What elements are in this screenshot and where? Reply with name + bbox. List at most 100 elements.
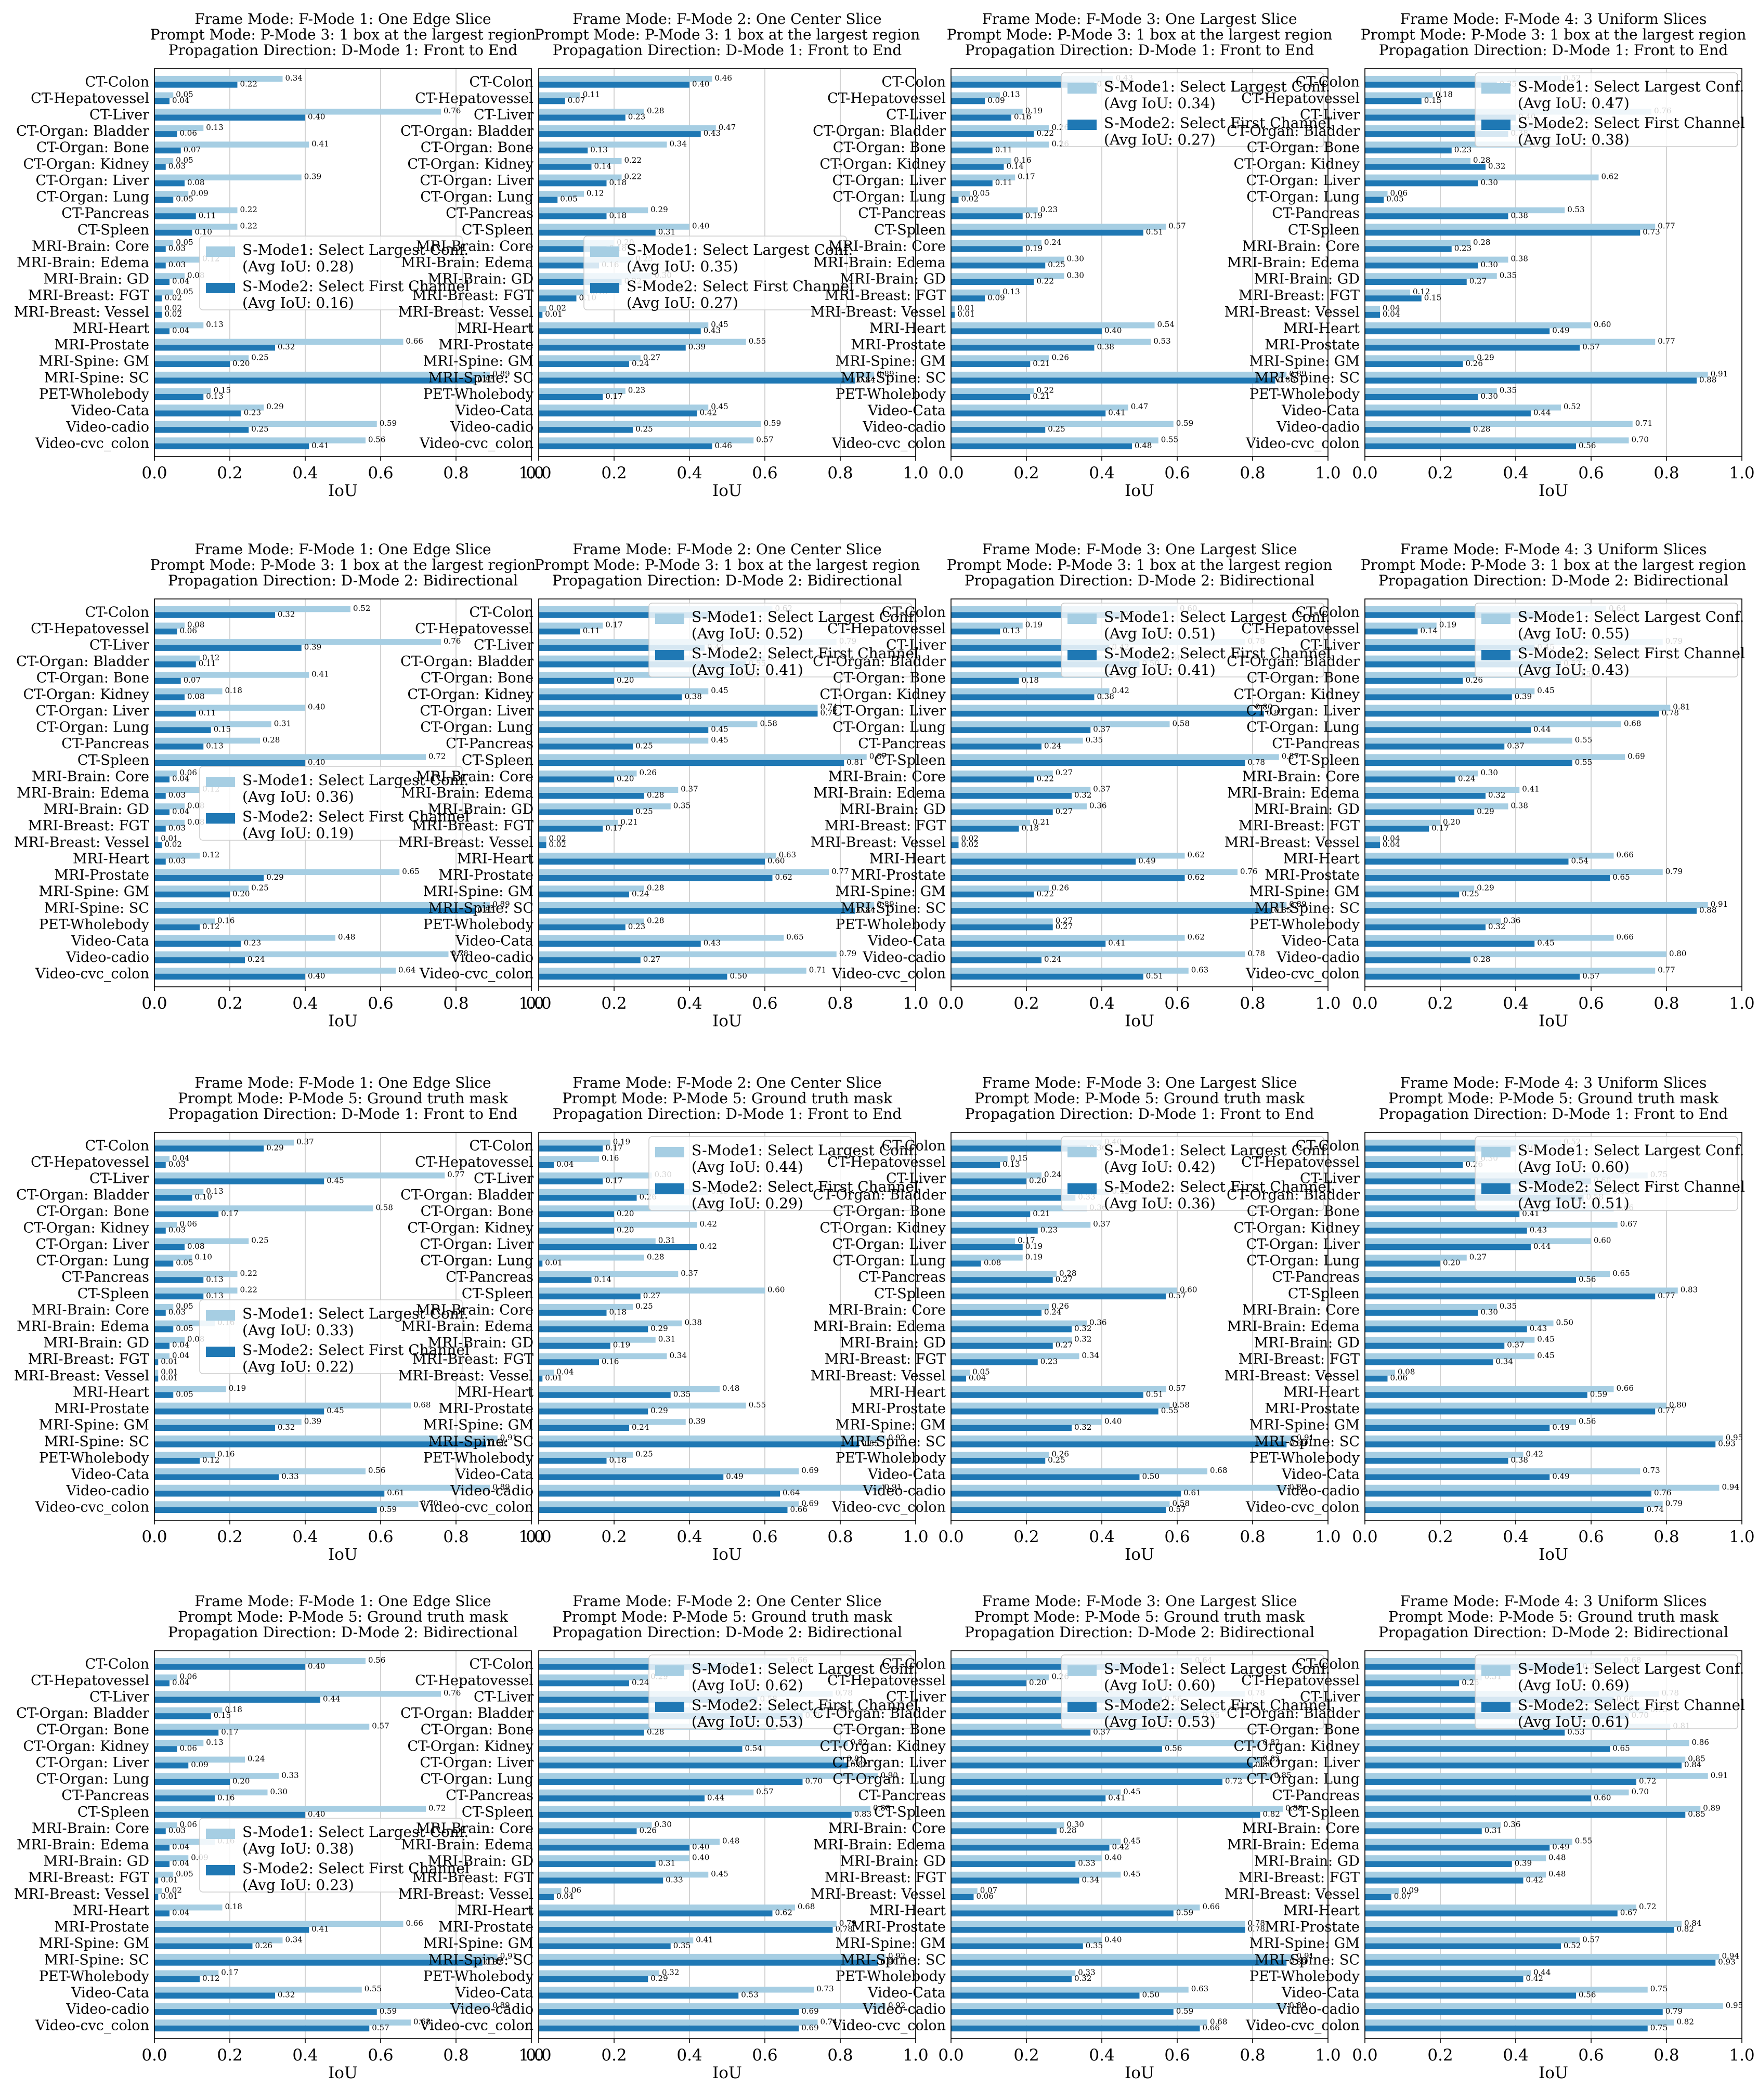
bar-smode2 — [951, 1392, 1143, 1398]
bar-label-smode1: 0.58 — [760, 719, 777, 728]
legend-label-smode1: S-Mode1: Select Largest Conf. — [692, 608, 918, 625]
category-tick-label: CT-Pancreas — [1272, 736, 1360, 752]
bar-label-smode2: 0.05 — [560, 194, 577, 204]
bar-label-smode2: 0.40 — [1104, 326, 1122, 335]
bar-smode2 — [951, 311, 955, 318]
bar-label-smode2: 0.44 — [707, 1793, 724, 1802]
bar-label-smode2: 0.56 — [1579, 1990, 1596, 2000]
bar-label-smode2: 0.34 — [1496, 1356, 1513, 1366]
category-tick-label: MRI-Breast: Vessel — [1225, 834, 1360, 851]
bar-label-smode2: 0.20 — [1443, 1258, 1460, 1268]
bar-smode2 — [154, 246, 166, 252]
bar-smode2 — [154, 1293, 204, 1300]
bar-smode2 — [154, 1359, 159, 1365]
bar-label-smode2: 0.25 — [635, 741, 653, 750]
bar-label-smode2: 0.50 — [730, 971, 747, 981]
category-tick-label: MRI-Brain: Edema — [1227, 255, 1360, 271]
category-tick-label: CT-Hepatovessel — [1241, 90, 1360, 107]
bar-label-smode1: 0.58 — [1173, 1498, 1190, 1508]
bar-smode2 — [154, 147, 181, 154]
bar-label-smode1: 0.89 — [1289, 1482, 1306, 1492]
chart-title-line: Prompt Mode: P-Mode 5: Ground truth mask — [562, 1090, 893, 1107]
legend-swatch-smode2 — [1481, 1183, 1510, 1194]
bar-label-smode1: 0.91 — [884, 1482, 902, 1492]
category-tick-label: MRI-Breast: FGT — [825, 1870, 946, 1886]
chart-panel-5: Frame Mode: F-Mode 1: One Edge SliceProm… — [14, 541, 544, 1031]
x-tick-label: 1.0 — [903, 994, 928, 1013]
bar-label-smode2: 0.31 — [658, 1859, 675, 1868]
bar-label-smode1: 0.13 — [206, 1186, 223, 1196]
bar-smode1 — [1365, 1353, 1535, 1360]
x-tick-label: 0.6 — [752, 994, 777, 1013]
category-tick-label: MRI-Spine: SC — [841, 1952, 946, 1968]
category-tick-label: MRI-Brain: GD — [1254, 1335, 1360, 1351]
bar-label-smode2: 0.66 — [790, 1505, 808, 1514]
bar-smode1 — [1365, 1419, 1576, 1425]
bar-smode1 — [539, 935, 784, 941]
bar-smode2 — [154, 1195, 192, 1201]
chart-panel-6: Frame Mode: F-Mode 2: One Center SlicePr… — [398, 541, 929, 1031]
bar-smode1 — [1365, 1304, 1497, 1310]
category-tick-label: MRI-Brain: Edema — [813, 1319, 946, 1335]
bar-label-smode1: 0.15 — [214, 386, 231, 395]
category-tick-label: CT-Organ: Bone — [833, 1204, 946, 1220]
bar-smode2 — [154, 1228, 166, 1234]
bar-label-smode1: 0.37 — [296, 1137, 314, 1146]
bar-label-smode2: 0.04 — [172, 1859, 189, 1868]
bar-label-smode2: 0.25 — [1048, 424, 1065, 434]
bar-smode1 — [154, 109, 441, 115]
bar-smode2 — [1365, 1762, 1682, 1769]
bar-smode1 — [951, 371, 1287, 378]
bar-smode1 — [951, 1435, 1294, 1442]
category-tick-label: CT-Organ: Kidney — [23, 156, 149, 172]
bar-smode2 — [154, 394, 204, 400]
category-tick-label: CT-Organ: Bladder — [400, 654, 533, 670]
bar-smode2 — [1365, 1927, 1674, 1933]
category-tick-label: MRI-Spine: GM — [1249, 1417, 1360, 1433]
bar-smode2 — [539, 612, 712, 618]
bar-label-smode2: 0.12 — [202, 922, 219, 931]
category-tick-label: CT-Liver — [89, 637, 149, 654]
bar-smode1 — [1365, 1773, 1708, 1779]
category-tick-label: MRI-Breast: Vessel — [811, 834, 946, 851]
x-tick-label: 0.4 — [1503, 2046, 1528, 2065]
x-tick-label: 0.8 — [1240, 2046, 1265, 2065]
bar-label-smode2: 0.26 — [1466, 675, 1483, 685]
bar-smode2 — [539, 1861, 656, 1867]
bar-smode2 — [154, 1713, 211, 1719]
bar-smode2 — [539, 377, 855, 384]
bar-label-smode2: 0.62 — [775, 1908, 792, 1918]
bar-label-smode1: 0.76 — [444, 106, 461, 115]
bar-smode1 — [154, 1320, 215, 1326]
bar-smode1 — [951, 1304, 1049, 1310]
category-tick-label: MRI-Prostate — [851, 867, 946, 883]
category-tick-label: CT-Organ: Kidney — [1233, 686, 1360, 702]
bar-smode2 — [154, 197, 174, 203]
bar-smode1 — [539, 141, 667, 148]
category-tick-label: CT-Pancreas — [446, 1269, 533, 1285]
legend-box — [199, 1299, 463, 1374]
x-tick-label: 0.2 — [1013, 994, 1039, 1013]
bar-label-smode1: 0.91 — [1711, 1770, 1728, 1780]
bar-label-smode2: 0.24 — [248, 955, 265, 964]
x-tick-label: 0.8 — [1240, 994, 1265, 1013]
bar-smode2 — [1365, 1729, 1565, 1736]
bar-label-smode1: 0.89 — [877, 369, 894, 379]
bar-label-smode1: 0.31 — [658, 1334, 675, 1344]
category-tick-label: MRI-Brain: Edema — [813, 255, 946, 271]
legend-avg-smode1: (Avg IoU: 0.60) — [1104, 1677, 1216, 1694]
bar-label-smode1: 0.35 — [673, 801, 691, 810]
category-tick-label: CT-Organ: Bone — [1247, 670, 1360, 686]
bar-smode1 — [539, 803, 671, 810]
category-tick-label: MRI-Breast: FGT — [28, 1351, 149, 1367]
x-tick-label: 0.6 — [1164, 1528, 1190, 1546]
bar-smode2 — [539, 279, 622, 285]
bar-smode2 — [539, 973, 727, 980]
x-tick-label: 0.8 — [443, 464, 468, 482]
category-tick-label: CT-Hepatovessel — [415, 621, 533, 637]
bar-label-smode2: 0.18 — [609, 178, 627, 187]
bar-smode1 — [539, 1320, 682, 1326]
x-tick-label: 0.6 — [1164, 994, 1190, 1013]
x-tick-label: 1.0 — [1315, 994, 1340, 1013]
bar-smode2 — [1365, 377, 1697, 384]
